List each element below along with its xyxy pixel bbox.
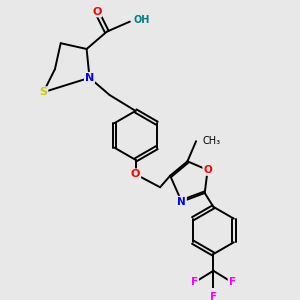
Text: OH: OH <box>133 15 150 25</box>
Text: O: O <box>92 7 101 16</box>
Text: O: O <box>203 165 212 175</box>
Text: N: N <box>177 196 186 207</box>
Text: F: F <box>229 277 236 287</box>
Text: S: S <box>39 87 47 97</box>
Text: N: N <box>85 73 94 83</box>
Text: CH₃: CH₃ <box>202 136 220 146</box>
Text: F: F <box>210 292 217 300</box>
Text: F: F <box>191 277 198 287</box>
Text: O: O <box>131 169 140 179</box>
